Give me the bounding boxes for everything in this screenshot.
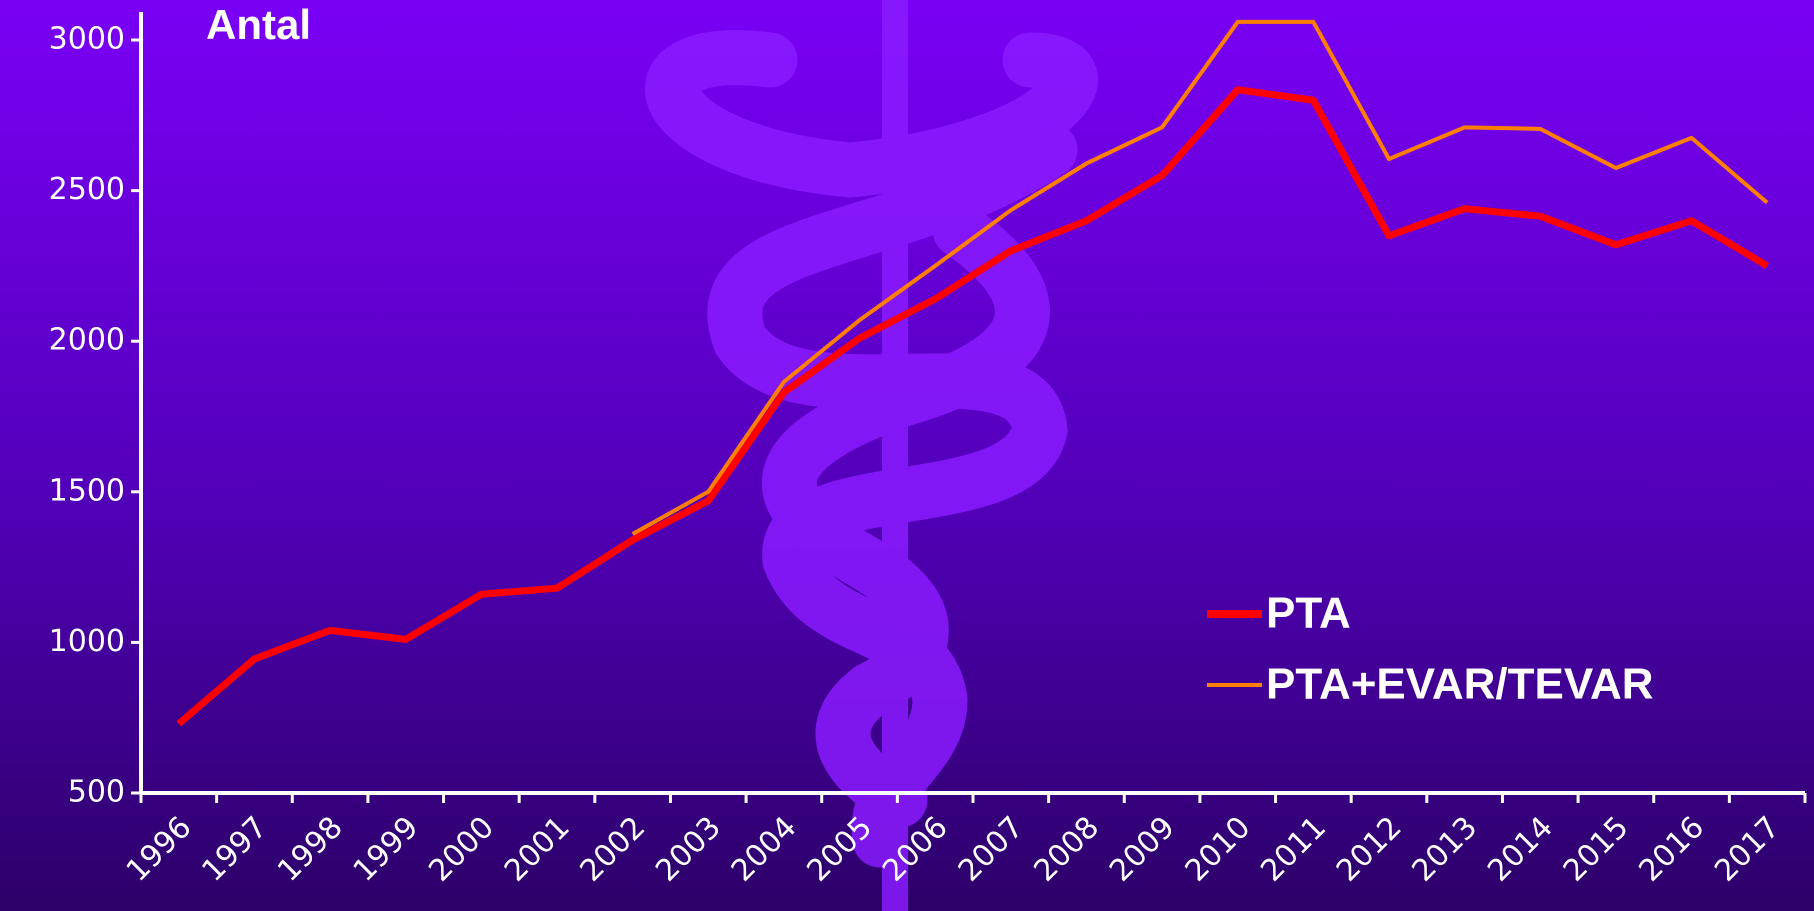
y-tick-label: 1500 (49, 473, 125, 508)
caduceus-decoration (645, 0, 1098, 911)
y-tick-label: 3000 (49, 22, 125, 57)
y-tick-label: 500 (68, 775, 125, 810)
y-tick-label: 1000 (49, 624, 125, 659)
legend-label: PTA (1266, 589, 1351, 638)
y-tick-label: 2000 (49, 323, 125, 358)
y-tick-label: 2500 (49, 172, 125, 207)
legend-label: PTA+EVAR/TEVAR (1266, 660, 1654, 709)
series-line (176, 86, 1769, 727)
series-line (631, 19, 1769, 536)
y-axis-label: Antal (206, 1, 311, 48)
